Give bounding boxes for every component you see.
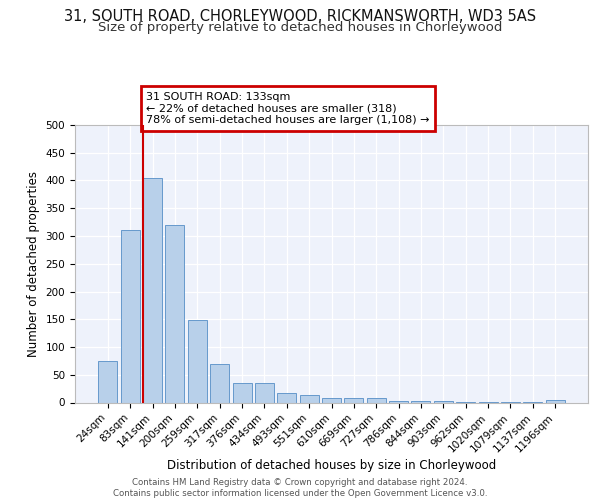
Bar [545,400,565,402]
Text: 31 SOUTH ROAD: 133sqm
← 22% of detached houses are smaller (318)
78% of semi-det: 31 SOUTH ROAD: 133sqm ← 22% of detached … [146,92,430,125]
Text: Size of property relative to detached houses in Chorleywood: Size of property relative to detached ho… [98,21,502,34]
Bar [299,396,319,402]
Bar [143,178,162,402]
Bar [233,383,251,402]
Bar [434,401,453,402]
Y-axis label: Number of detached properties: Number of detached properties [27,171,40,357]
Bar [322,398,341,402]
Text: Contains HM Land Registry data © Crown copyright and database right 2024.
Contai: Contains HM Land Registry data © Crown c… [113,478,487,498]
Bar [277,392,296,402]
Bar [121,230,140,402]
Bar [255,383,274,402]
Bar [389,401,408,402]
Bar [210,364,229,403]
Bar [98,361,118,403]
Bar [188,320,207,402]
Bar [166,225,184,402]
X-axis label: Distribution of detached houses by size in Chorleywood: Distribution of detached houses by size … [167,460,496,472]
Bar [367,398,386,402]
Text: 31, SOUTH ROAD, CHORLEYWOOD, RICKMANSWORTH, WD3 5AS: 31, SOUTH ROAD, CHORLEYWOOD, RICKMANSWOR… [64,9,536,24]
Bar [412,401,430,402]
Bar [344,398,364,402]
